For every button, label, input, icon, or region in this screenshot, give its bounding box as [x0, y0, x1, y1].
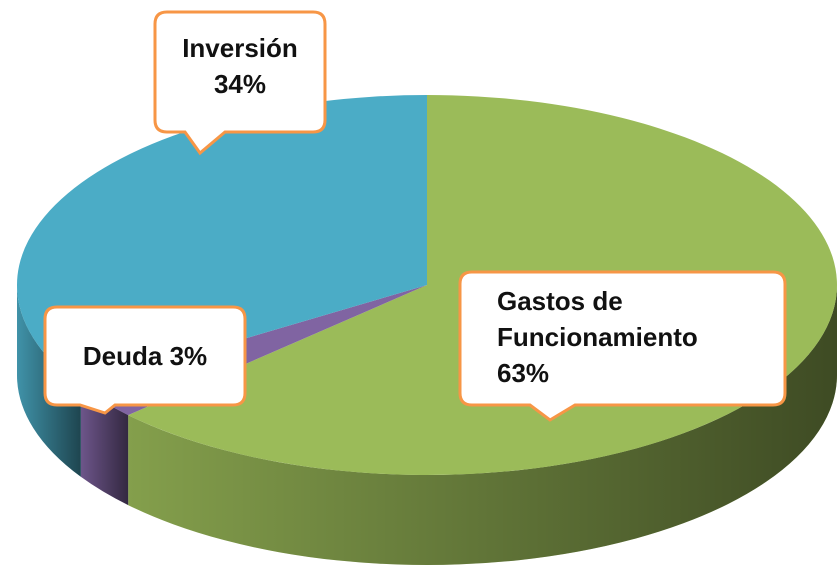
data-label: Deuda 3% — [45, 338, 245, 374]
callout — [458, 270, 787, 422]
callout — [153, 10, 327, 156]
value-label: 3% — [169, 341, 208, 371]
value-label: 63% — [497, 358, 550, 388]
data-label: Inversión 34% — [155, 30, 325, 102]
value-label: 34% — [213, 69, 267, 99]
category-label: Deuda — [82, 341, 163, 371]
slice-side-shade — [80, 386, 129, 506]
category-label: Gastos de Funcionamiento — [497, 286, 698, 352]
data-label: Gastos de Funcionamiento 63% — [497, 283, 767, 391]
slice-side-shade — [128, 285, 837, 566]
callout — [43, 305, 247, 415]
category-label: Inversión — [182, 33, 298, 63]
